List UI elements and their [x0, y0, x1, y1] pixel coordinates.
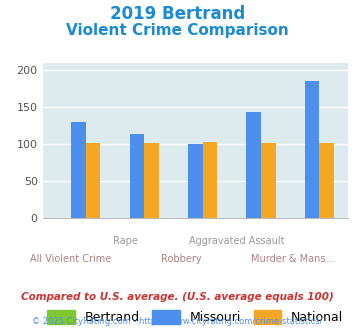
Bar [71, 122, 86, 218]
Text: © 2025 CityRating.com - https://www.cityrating.com/crime-statistics/: © 2025 CityRating.com - https://www.city… [32, 317, 323, 326]
Text: Aggravated Assault: Aggravated Assault [189, 236, 285, 246]
Bar [246, 112, 261, 218]
Text: Robbery: Robbery [161, 254, 202, 264]
Legend: Bertrand, Missouri, National: Bertrand, Missouri, National [42, 305, 348, 329]
Bar [130, 134, 144, 218]
Bar [203, 143, 217, 218]
Bar [320, 143, 334, 218]
Bar [261, 143, 275, 218]
Text: Murder & Mans...: Murder & Mans... [251, 254, 334, 264]
Text: Violent Crime Comparison: Violent Crime Comparison [66, 23, 289, 38]
Bar [144, 143, 159, 218]
Text: Compared to U.S. average. (U.S. average equals 100): Compared to U.S. average. (U.S. average … [21, 292, 334, 302]
Bar [86, 143, 100, 218]
Text: All Violent Crime: All Violent Crime [30, 254, 111, 264]
Text: 2019 Bertrand: 2019 Bertrand [110, 5, 245, 23]
Bar [305, 81, 320, 218]
Bar [188, 144, 203, 218]
Text: Rape: Rape [114, 236, 138, 246]
